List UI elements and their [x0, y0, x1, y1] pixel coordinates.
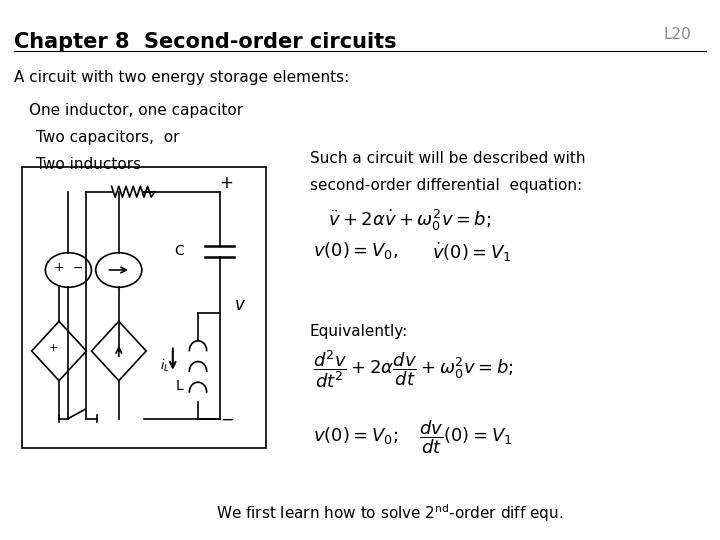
Text: $-$: $-$ [220, 409, 234, 428]
FancyBboxPatch shape [22, 167, 266, 448]
Text: +: + [220, 173, 233, 192]
Text: second-order differential  equation:: second-order differential equation: [310, 178, 582, 193]
Text: $\ddot{v} + 2\alpha\dot{v} + \omega_0^2 v = b;$: $\ddot{v} + 2\alpha\dot{v} + \omega_0^2 … [328, 208, 491, 233]
Text: C: C [174, 244, 184, 258]
Text: Two inductors: Two inductors [36, 157, 141, 172]
Text: $i_L$: $i_L$ [160, 358, 170, 374]
Text: We first learn how to solve 2$^{\mathregular{nd}}$-order diff equ.: We first learn how to solve 2$^{\mathreg… [216, 502, 564, 524]
Text: L20: L20 [663, 27, 691, 42]
Text: L: L [176, 379, 184, 393]
Text: Equivalently:: Equivalently: [310, 324, 408, 339]
Text: $v$: $v$ [234, 296, 246, 314]
Text: +: + [48, 343, 58, 353]
Text: One inductor, one capacitor: One inductor, one capacitor [29, 103, 243, 118]
Text: $v(0) = V_0; \quad \dfrac{dv}{dt}(0) = V_1$: $v(0) = V_0; \quad \dfrac{dv}{dt}(0) = V… [313, 418, 513, 456]
Text: $-$: $-$ [72, 261, 84, 274]
Text: Chapter 8  Second-order circuits: Chapter 8 Second-order circuits [14, 32, 397, 52]
Text: Two capacitors,  or: Two capacitors, or [36, 130, 179, 145]
Text: $v(0) = V_0,$: $v(0) = V_0,$ [313, 240, 398, 261]
Text: +: + [54, 261, 64, 274]
Text: A circuit with two energy storage elements:: A circuit with two energy storage elemen… [14, 70, 350, 85]
Text: $\dot{v}(0) = V_1$: $\dot{v}(0) = V_1$ [432, 240, 511, 264]
Text: $\dfrac{d^2v}{dt^2} + 2\alpha\dfrac{dv}{dt} + \omega_0^2 v = b;$: $\dfrac{d^2v}{dt^2} + 2\alpha\dfrac{dv}{… [313, 348, 514, 390]
Text: Such a circuit will be described with: Such a circuit will be described with [310, 151, 585, 166]
